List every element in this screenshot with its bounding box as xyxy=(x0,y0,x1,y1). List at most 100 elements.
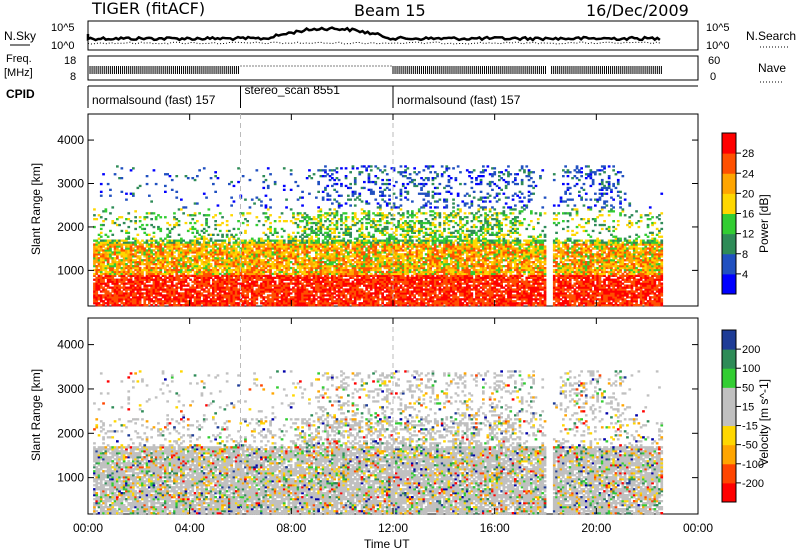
heatmap-cell xyxy=(221,269,224,271)
heatmap-cell xyxy=(290,242,293,244)
heatmap-cell xyxy=(324,281,327,283)
heatmap-cell xyxy=(249,259,252,261)
heatmap-cell xyxy=(114,279,117,281)
heatmap-cell xyxy=(228,263,231,265)
heatmap-cell xyxy=(201,263,204,265)
heatmap-cell xyxy=(194,273,197,275)
heatmap-cell xyxy=(304,259,307,261)
heatmap-cell xyxy=(155,298,158,300)
heatmap-cell xyxy=(324,165,327,167)
heatmap-cell xyxy=(121,167,124,169)
heatmap-cell xyxy=(191,290,194,292)
heatmap-cell xyxy=(93,273,96,275)
heatmap-cell xyxy=(345,242,348,244)
heatmap-cell xyxy=(365,247,368,249)
heatmap-cell xyxy=(169,242,172,244)
heatmap-cell xyxy=(377,281,380,283)
heatmap-cell xyxy=(395,206,398,208)
heatmap-cell xyxy=(201,251,204,253)
heatmap-cell xyxy=(315,281,318,283)
heatmap-cell xyxy=(333,236,336,238)
heatmap-cell xyxy=(388,242,391,244)
heatmap-cell xyxy=(349,199,352,201)
heatmap-cell xyxy=(347,199,350,201)
heatmap-cell xyxy=(139,255,142,257)
heatmap-cell xyxy=(130,247,133,249)
heatmap-cell xyxy=(342,222,345,224)
heatmap-cell xyxy=(194,245,197,247)
heatmap-cell xyxy=(178,259,181,261)
heatmap-cell xyxy=(175,263,178,265)
heatmap-cell xyxy=(137,302,140,304)
heatmap-cell xyxy=(137,287,140,289)
heatmap-cell xyxy=(352,255,355,257)
heatmap-cell xyxy=(301,263,304,265)
heatmap-cell xyxy=(333,302,336,304)
heatmap-cell xyxy=(292,296,295,298)
heatmap-cell xyxy=(267,287,270,289)
heatmap-cell xyxy=(329,195,332,197)
heatmap-cell xyxy=(265,234,268,236)
heatmap-cell xyxy=(141,243,144,245)
cpid-segment-label: normalsound (fast) 157 xyxy=(397,93,521,107)
heatmap-cell xyxy=(395,255,398,257)
heatmap-cell xyxy=(397,224,400,226)
heatmap-cell xyxy=(358,193,361,195)
heatmap-cell xyxy=(283,302,286,304)
heatmap-cell xyxy=(281,236,284,238)
heatmap-cell xyxy=(395,263,398,265)
heatmap-cell xyxy=(269,199,272,201)
heatmap-cell xyxy=(310,302,313,304)
heatmap-cell xyxy=(100,277,103,279)
heatmap-cell xyxy=(306,247,309,249)
heatmap-cell xyxy=(212,269,215,271)
heatmap-cell xyxy=(246,294,249,296)
heatmap-cell xyxy=(331,273,334,275)
heatmap-cell xyxy=(212,242,215,244)
heatmap-cell xyxy=(329,298,332,300)
heatmap-cell xyxy=(326,290,329,292)
heatmap-cell xyxy=(198,298,201,300)
heatmap-cell xyxy=(123,298,126,300)
heatmap-cell xyxy=(95,290,98,292)
heatmap-cell xyxy=(217,251,220,253)
heatmap-cell xyxy=(157,267,160,269)
heatmap-cell xyxy=(249,206,252,208)
heatmap-cell xyxy=(320,287,323,289)
heatmap-cell xyxy=(249,273,252,275)
heatmap-cell xyxy=(109,255,112,257)
heatmap-cell xyxy=(175,265,178,267)
heatmap-cell xyxy=(274,230,277,232)
heatmap-cell xyxy=(258,285,261,287)
heatmap-cell xyxy=(93,240,96,242)
heatmap-cell xyxy=(155,294,158,296)
heatmap-cell xyxy=(272,263,275,265)
heatmap-cell xyxy=(182,243,185,245)
heatmap-cell xyxy=(365,287,368,289)
heatmap-cell xyxy=(345,269,348,271)
heatmap-cell xyxy=(153,169,156,171)
heatmap-cell xyxy=(194,259,197,261)
heatmap-cell xyxy=(118,245,121,247)
heatmap-cell xyxy=(265,195,268,197)
heatmap-cell xyxy=(329,277,332,279)
heatmap-cell xyxy=(178,220,181,222)
heatmap-cell xyxy=(201,292,204,294)
heatmap-cell xyxy=(340,257,343,259)
heatmap-cell xyxy=(304,255,307,257)
heatmap-cell xyxy=(381,273,384,275)
heatmap-cell xyxy=(148,259,151,261)
heatmap-cell xyxy=(342,242,345,244)
heatmap-cell xyxy=(148,290,151,292)
heatmap-cell xyxy=(365,265,368,267)
heatmap-cell xyxy=(198,169,201,171)
heatmap-cell xyxy=(196,281,199,283)
heatmap-cell xyxy=(150,238,153,240)
heatmap-cell xyxy=(111,263,114,265)
heatmap-cell xyxy=(301,214,304,216)
heatmap-cell xyxy=(381,230,384,232)
heatmap-cell xyxy=(272,243,275,245)
heatmap-cell xyxy=(132,193,135,195)
heatmap-cell xyxy=(308,281,311,283)
heatmap-cell xyxy=(395,300,398,302)
